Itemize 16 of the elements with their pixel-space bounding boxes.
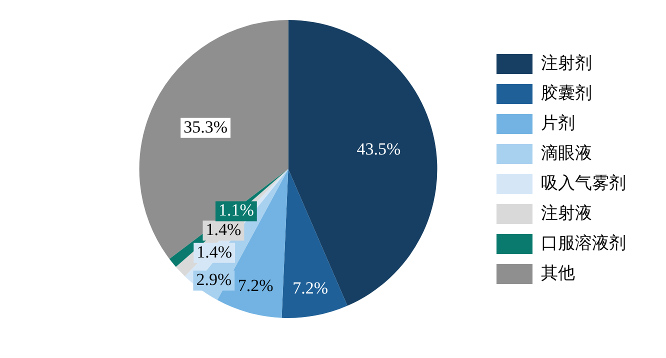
- data-label: 2.9%: [196, 270, 232, 290]
- data-label: 1.4%: [196, 242, 232, 262]
- data-label: 1.1%: [218, 200, 254, 220]
- legend-label: 片剂: [541, 113, 575, 134]
- data-label: 7.2%: [238, 276, 274, 296]
- data-label: 35.3%: [184, 117, 228, 136]
- legend-label: 注射剂: [541, 53, 592, 74]
- legend-label: 口服溶液剂: [541, 233, 626, 254]
- legend-label: 胶囊剂: [541, 83, 592, 104]
- legend-label: 其他: [541, 263, 575, 284]
- data-label: 1.4%: [206, 220, 242, 240]
- legend-label: 吸入气雾剂: [541, 173, 626, 194]
- data-label: 7.2%: [292, 278, 328, 298]
- legend-label: 注射液: [541, 203, 592, 224]
- legend-label: 滴眼液: [541, 143, 592, 164]
- data-label: 43.5%: [356, 140, 401, 159]
